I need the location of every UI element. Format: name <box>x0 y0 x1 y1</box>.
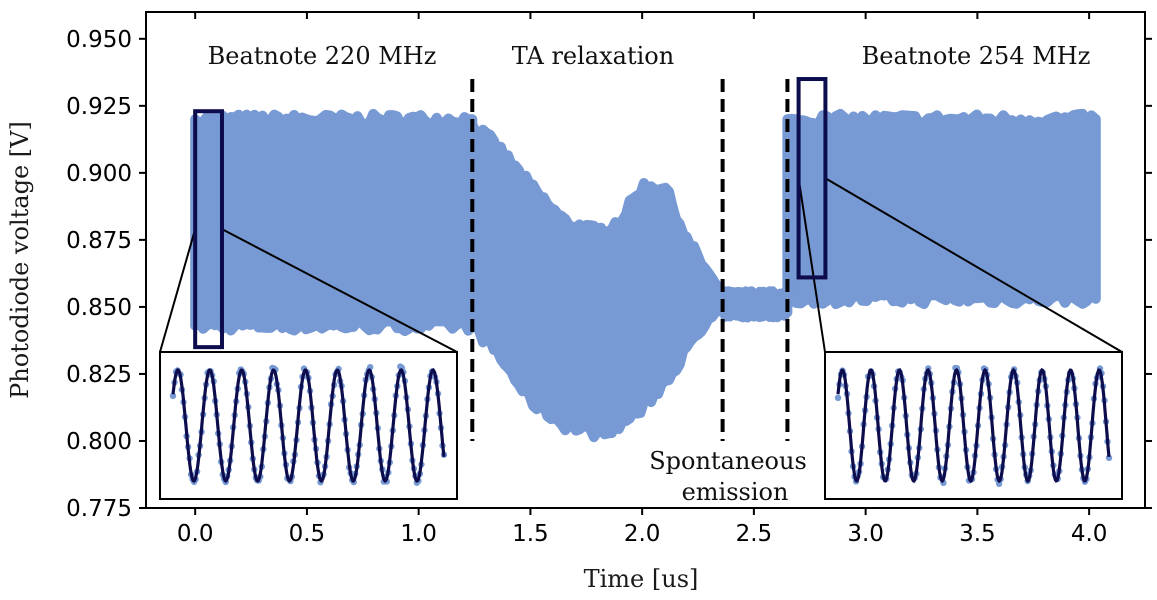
zoom-layer <box>159 77 1123 353</box>
y-tick-label: 0.800 <box>66 429 132 455</box>
inset-220-point <box>169 392 177 400</box>
x-tick-label: 3.0 <box>847 521 884 547</box>
x-tick-label: 3.5 <box>959 521 996 547</box>
y-tick-label: 0.825 <box>66 362 132 388</box>
label-emission: emission <box>682 478 789 506</box>
label-beatnote-254: Beatnote 254 MHz <box>862 42 1091 70</box>
zoom-box-1 <box>193 109 224 350</box>
x-tick-label: 4.0 <box>1071 521 1108 547</box>
label-beatnote-220: Beatnote 220 MHz <box>208 42 437 70</box>
inset-254-point <box>834 394 842 401</box>
x-tick-label: 1.5 <box>512 521 549 547</box>
ticks-layer: 0.0 0.5 1.0 1.5 2.0 2.5 3.0 3.5 4.0 0.775 0.800 0.8… <box>66 12 1152 547</box>
x-tick-label: 1.0 <box>400 521 437 547</box>
vlines-layer <box>470 79 790 441</box>
zoom-connector-left-1 <box>159 228 197 353</box>
y-tick-label: 0.775 <box>66 496 132 522</box>
inset-220-fit-line <box>171 368 446 484</box>
data-band-1 <box>190 108 478 336</box>
label-ta-relaxation: TA relaxation <box>512 42 674 70</box>
data-band-2 <box>467 119 728 443</box>
x-tick-label: 0.0 <box>177 521 214 547</box>
plot-frame <box>145 11 1146 509</box>
y-tick-label: 0.925 <box>66 94 132 120</box>
zoom-box-2 <box>796 77 828 280</box>
x-tick-label: 2.5 <box>736 521 773 547</box>
inset-220 <box>159 351 458 500</box>
data-band-3 <box>717 286 793 323</box>
inset-254 <box>824 351 1123 500</box>
y-tick-label: 0.900 <box>66 161 132 187</box>
y-tick-label: 0.950 <box>66 27 132 53</box>
x-axis-title: Time [us] <box>584 565 699 593</box>
insets-layer <box>159 351 1123 500</box>
x-tick-label: 2.0 <box>624 521 661 547</box>
x-tick-label: 0.5 <box>289 521 326 547</box>
zoom-connector-right-2 <box>824 177 1123 353</box>
y-tick-label: 0.850 <box>66 295 132 321</box>
y-tick-label: 0.875 <box>66 228 132 254</box>
zoom-connector-right-1 <box>221 228 458 353</box>
label-spontaneous: Spontaneous <box>649 447 807 475</box>
inset-254-fit-line <box>836 367 1111 484</box>
y-axis-title: Photodiode voltage [V] <box>6 121 34 399</box>
zoom-connector-left-2 <box>797 178 826 353</box>
data-band-4 <box>782 108 1101 310</box>
